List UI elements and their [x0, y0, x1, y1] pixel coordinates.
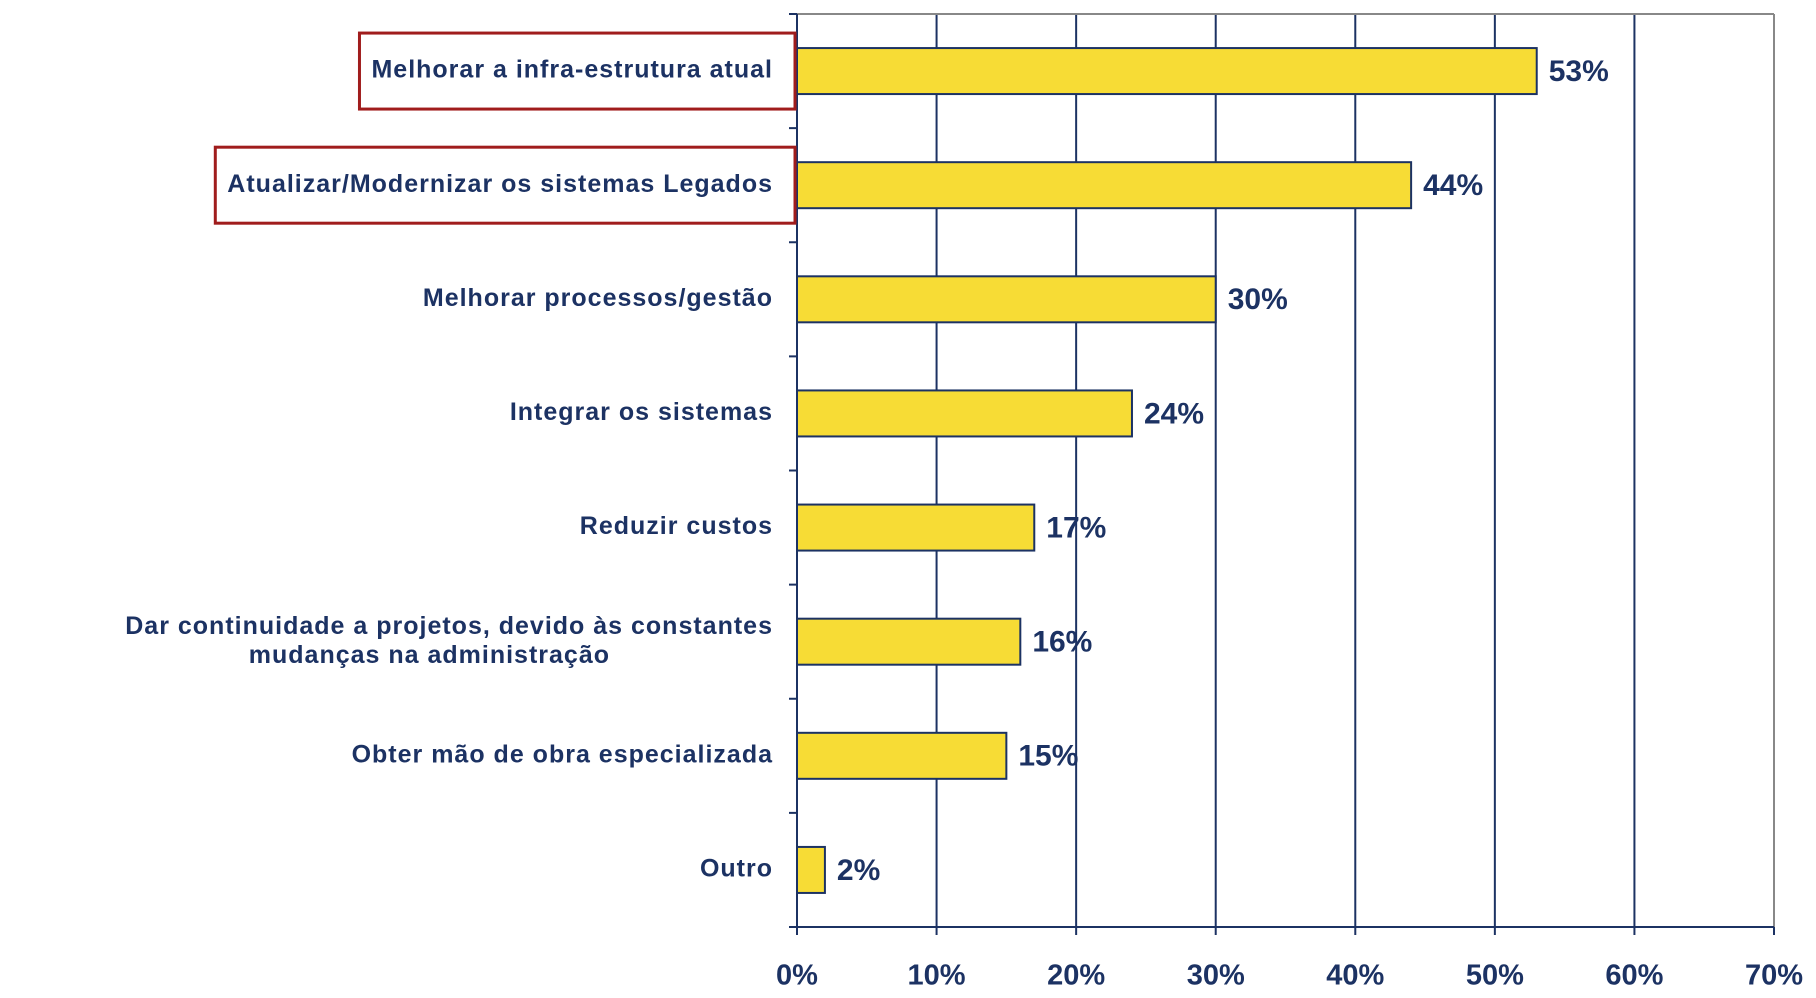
x-tick-label: 70%	[1745, 960, 1803, 992]
category-label: Atualizar/Modernizar os sistemas Legados	[227, 170, 773, 198]
highlight-box	[213, 145, 797, 225]
category-label: Dar continuidade a projetos, devido às c…	[125, 612, 773, 669]
x-tick-label: 50%	[1466, 960, 1524, 992]
category-label: Reduzir custos	[580, 512, 773, 540]
value-label: 53%	[1549, 55, 1609, 88]
bar	[796, 275, 1217, 324]
value-label: 17%	[1046, 511, 1106, 544]
value-label: 30%	[1228, 283, 1288, 316]
bar	[796, 47, 1538, 96]
bar	[796, 617, 1022, 666]
x-tick-label: 20%	[1047, 960, 1105, 992]
x-tick-label: 60%	[1605, 960, 1663, 992]
bar	[796, 731, 1008, 780]
value-label: 16%	[1032, 626, 1092, 659]
category-label: Integrar os sistemas	[510, 398, 773, 426]
value-label: 2%	[837, 854, 880, 887]
highlight-box	[357, 31, 797, 111]
bar	[796, 503, 1036, 552]
value-label: 44%	[1423, 169, 1483, 202]
category-label: Obter mão de obra especializada	[352, 740, 774, 768]
category-label: Outro	[700, 855, 773, 883]
bar	[796, 161, 1413, 210]
value-label: 24%	[1144, 397, 1204, 430]
x-tick-label: 10%	[908, 960, 966, 992]
category-label: Melhorar a infra-estrutura atual	[371, 56, 773, 84]
bar	[796, 845, 826, 894]
value-label: 15%	[1018, 740, 1078, 773]
category-label: Melhorar processos/gestão	[423, 284, 773, 312]
x-tick-label: 0%	[776, 960, 818, 992]
x-tick-label: 40%	[1326, 960, 1384, 992]
x-tick-label: 30%	[1187, 960, 1245, 992]
bar	[796, 389, 1133, 438]
